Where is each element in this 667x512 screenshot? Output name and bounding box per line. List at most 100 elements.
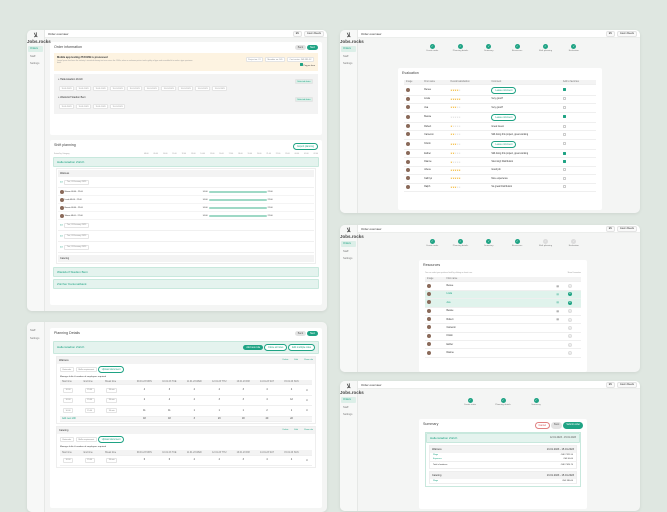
language-select[interactable]: EN <box>605 225 616 232</box>
time-field[interactable]: 15:00 <box>84 397 95 403</box>
star-icon[interactable]: ★ <box>452 161 455 164</box>
time-field[interactable]: 15:00 <box>84 387 95 393</box>
employee-count[interactable]: 3 <box>231 395 255 407</box>
language-select[interactable]: EN <box>605 381 616 388</box>
time-field[interactable]: 30 min <box>106 387 118 393</box>
nav-settings[interactable]: Settings <box>343 257 353 260</box>
star-icon[interactable]: ★ <box>458 89 461 92</box>
day-select[interactable]: Tue, 03 January 2023 <box>64 233 89 239</box>
tag-chip[interactable]: Bartender <box>60 367 74 372</box>
star-icon[interactable]: ★ <box>456 143 459 146</box>
star-icon[interactable]: ★ <box>450 107 453 110</box>
star-icon[interactable]: ★ <box>454 169 457 172</box>
star-icon[interactable]: ★ <box>454 143 457 146</box>
star-icon[interactable]: ★ <box>456 126 459 129</box>
employee-count[interactable]: 4 <box>157 395 182 407</box>
star-icon[interactable]: ★ <box>450 89 453 92</box>
favorite-checkbox[interactable] <box>562 160 566 164</box>
star-icon[interactable]: ★ <box>450 134 453 137</box>
nav-settings[interactable]: Settings <box>30 62 40 65</box>
document-icon[interactable] <box>554 332 566 342</box>
group-wankdorf[interactable]: Wankdorf Stadion Bern <box>53 267 319 277</box>
favorite-checkbox[interactable] <box>562 132 566 136</box>
star-icon[interactable]: ★ <box>450 116 453 119</box>
leave-comment-button[interactable]: Leave comment <box>491 86 517 94</box>
document-icon[interactable] <box>554 340 566 350</box>
employee-count[interactable]: 6 <box>157 455 182 467</box>
star-icon[interactable]: ★ <box>454 178 457 181</box>
star-icon[interactable]: ★ <box>454 116 457 119</box>
back-button[interactable]: Back <box>294 45 307 50</box>
favorite-checkbox[interactable] <box>562 124 566 128</box>
employee-count[interactable]: 4 <box>279 455 304 467</box>
employee-count[interactable]: 11 <box>131 405 158 417</box>
star-icon[interactable]: ★ <box>454 107 457 110</box>
heart-icon[interactable]: ♥ <box>568 309 572 314</box>
employee-count[interactable]: 1 <box>231 405 255 417</box>
star-icon[interactable]: ★ <box>454 126 457 129</box>
employee-count[interactable]: 4 <box>254 395 280 407</box>
time-field[interactable]: 15:00 <box>84 408 95 414</box>
star-icon[interactable]: ★ <box>458 169 461 172</box>
role-action-button[interactable]: Edit <box>294 358 298 361</box>
document-icon[interactable]: ▤ <box>554 315 566 325</box>
employee-count[interactable]: 4 <box>181 384 207 396</box>
add-new-role-button[interactable]: Add new role <box>243 344 264 350</box>
star-icon[interactable]: ★ <box>452 169 455 172</box>
language-select[interactable]: EN <box>605 30 616 37</box>
selected-dates-badge[interactable]: Selected dates <box>294 97 313 102</box>
document-icon[interactable]: ▤ <box>554 290 566 300</box>
document-icon[interactable] <box>554 323 566 333</box>
favorite-checkbox[interactable] <box>562 176 566 180</box>
group-zkb[interactable]: Zürcher Kantonalbank <box>53 278 319 289</box>
star-icon[interactable]: ★ <box>452 107 455 110</box>
time-field[interactable]: 30 min <box>106 457 118 463</box>
star-icon[interactable]: ★ <box>458 98 461 101</box>
nav-staff[interactable]: Staff <box>343 249 349 253</box>
next-button[interactable]: Next <box>307 331 318 336</box>
star-icon[interactable]: ★ <box>456 153 459 156</box>
upload-document-button[interactable]: Upload document <box>97 435 125 443</box>
leave-comment-button[interactable]: Leave comment <box>491 113 517 121</box>
export-planning-button[interactable]: Export planning <box>293 143 318 150</box>
star-icon[interactable]: ★ <box>456 116 459 119</box>
favorite-checkbox[interactable] <box>562 105 566 109</box>
star-icon[interactable]: ★ <box>456 134 459 137</box>
star-icon[interactable]: ★ <box>452 134 455 137</box>
favorite-checkbox[interactable] <box>562 142 566 146</box>
star-icon[interactable]: ★ <box>452 153 455 156</box>
role-action-button[interactable]: Delete <box>282 428 289 431</box>
document-icon[interactable]: ▤ <box>554 281 566 291</box>
nav-staff[interactable]: Staff <box>30 54 36 58</box>
heart-icon[interactable]: ♥ <box>568 342 572 347</box>
subgroup-waitress[interactable]: Waitress <box>58 170 314 177</box>
day-select[interactable]: Tue, 03 January 2023 <box>64 222 89 228</box>
star-icon[interactable]: ★ <box>458 143 461 146</box>
delete-icon[interactable]: ✕ <box>303 405 312 417</box>
delete-icon[interactable]: ✕ <box>303 384 312 396</box>
employee-count[interactable]: 4 <box>254 455 280 467</box>
tag-chip[interactable]: Skills requirement <box>75 437 97 443</box>
star-icon[interactable]: ★ <box>458 161 461 164</box>
nav-orders[interactable]: Orders <box>28 45 43 52</box>
employee-count[interactable]: 4 <box>254 384 280 396</box>
shift-bar[interactable] <box>208 190 267 193</box>
nav-staff[interactable]: Staff <box>343 405 349 409</box>
star-icon[interactable]: ★ <box>456 107 459 110</box>
upload-document-button[interactable]: Upload document <box>97 365 125 373</box>
heart-icon[interactable]: ♥ <box>568 292 572 297</box>
employee-count[interactable]: 4 <box>206 384 232 396</box>
star-icon[interactable]: ★ <box>456 89 459 92</box>
star-icon[interactable]: ★ <box>452 89 455 92</box>
star-icon[interactable]: ★ <box>456 186 459 189</box>
subgroup-catering[interactable]: Catering <box>58 255 314 262</box>
star-icon[interactable]: ★ <box>452 186 455 189</box>
shift-bar[interactable] <box>208 206 267 209</box>
employee-count[interactable]: 4 <box>206 455 232 467</box>
star-icon[interactable]: ★ <box>454 98 457 101</box>
star-icon[interactable]: ★ <box>458 134 461 137</box>
document-icon[interactable]: ▤ <box>554 298 566 308</box>
time-field[interactable]: 15:00 <box>84 457 95 463</box>
star-icon[interactable]: ★ <box>450 178 453 181</box>
star-icon[interactable]: ★ <box>458 116 461 119</box>
